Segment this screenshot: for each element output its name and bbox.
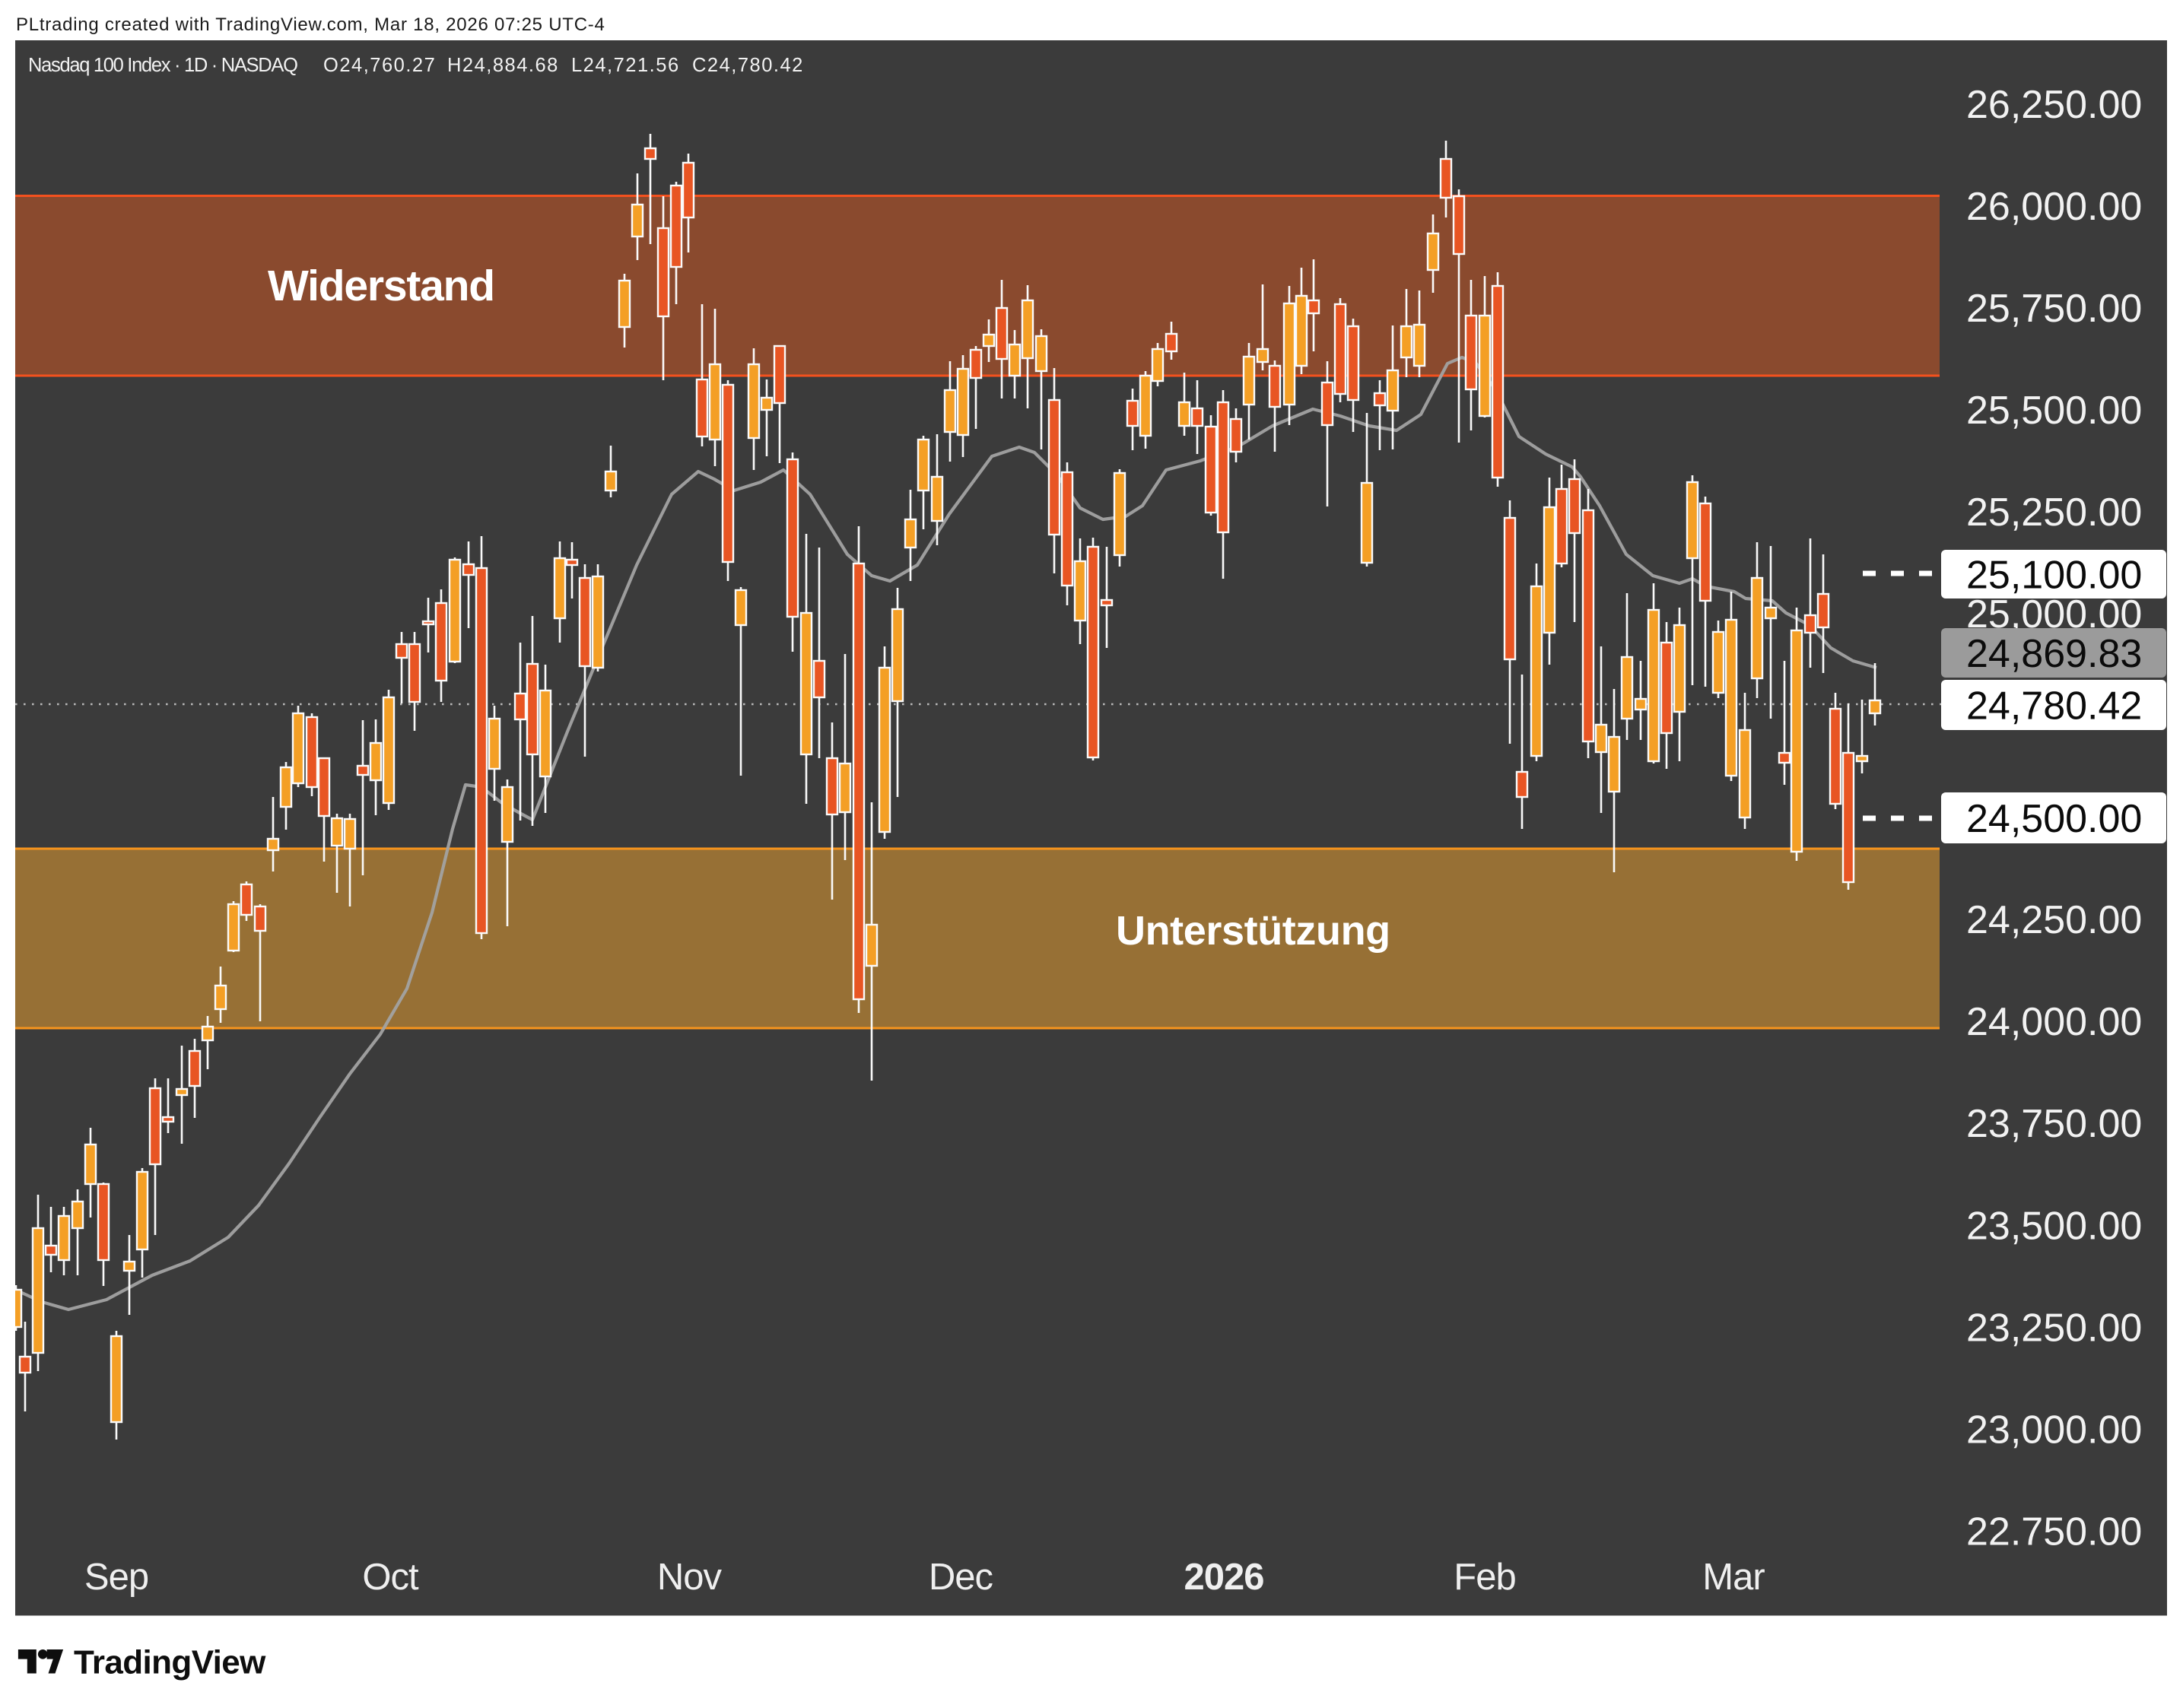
svg-text:Mar: Mar	[1702, 1557, 1765, 1598]
svg-text:Sep: Sep	[84, 1557, 148, 1598]
svg-text:24,780.42: 24,780.42	[1966, 684, 2142, 729]
svg-text:24,250.00: 24,250.00	[1966, 898, 2142, 942]
svg-text:23,000.00: 23,000.00	[1966, 1408, 2142, 1452]
svg-text:25,500.00: 25,500.00	[1966, 389, 2142, 433]
svg-text:23,750.00: 23,750.00	[1966, 1102, 2142, 1146]
svg-text:Oct: Oct	[362, 1557, 419, 1598]
svg-text:C24,780.42: C24,780.42	[692, 55, 804, 76]
svg-text:25,100.00: 25,100.00	[1966, 554, 2142, 598]
svg-text:23,500.00: 23,500.00	[1966, 1204, 2142, 1248]
svg-text:2026: 2026	[1184, 1557, 1263, 1598]
svg-text:23,250.00: 23,250.00	[1966, 1306, 2142, 1350]
svg-text:26,250.00: 26,250.00	[1966, 83, 2142, 127]
svg-text:Unterstützung: Unterstützung	[1116, 908, 1390, 954]
svg-text:25,250.00: 25,250.00	[1966, 490, 2142, 535]
svg-text:24,000.00: 24,000.00	[1966, 1000, 2142, 1044]
svg-text:Widerstand: Widerstand	[268, 262, 494, 310]
svg-text:26,000.00: 26,000.00	[1966, 185, 2142, 229]
svg-text:24,500.00: 24,500.00	[1966, 797, 2142, 841]
svg-text:Feb: Feb	[1454, 1557, 1515, 1598]
svg-text:O24,760.27: O24,760.27	[323, 55, 436, 76]
svg-text:25,750.00: 25,750.00	[1966, 287, 2142, 331]
svg-text:Nov: Nov	[657, 1557, 723, 1598]
svg-text:H24,884.68: H24,884.68	[447, 55, 559, 76]
svg-text:22.750.00: 22.750.00	[1966, 1510, 2142, 1554]
svg-text:Dec: Dec	[929, 1557, 993, 1598]
svg-text:PLtrading created with Trading: PLtrading created with TradingView.com, …	[16, 14, 605, 35]
svg-text:24,869.83: 24,869.83	[1966, 632, 2142, 676]
svg-text:Nasdaq 100 Index · 1D · NASDAQ: Nasdaq 100 Index · 1D · NASDAQ	[28, 55, 297, 76]
svg-text:L24,721.56: L24,721.56	[571, 55, 680, 76]
svg-text:TradingView: TradingView	[74, 1644, 266, 1681]
